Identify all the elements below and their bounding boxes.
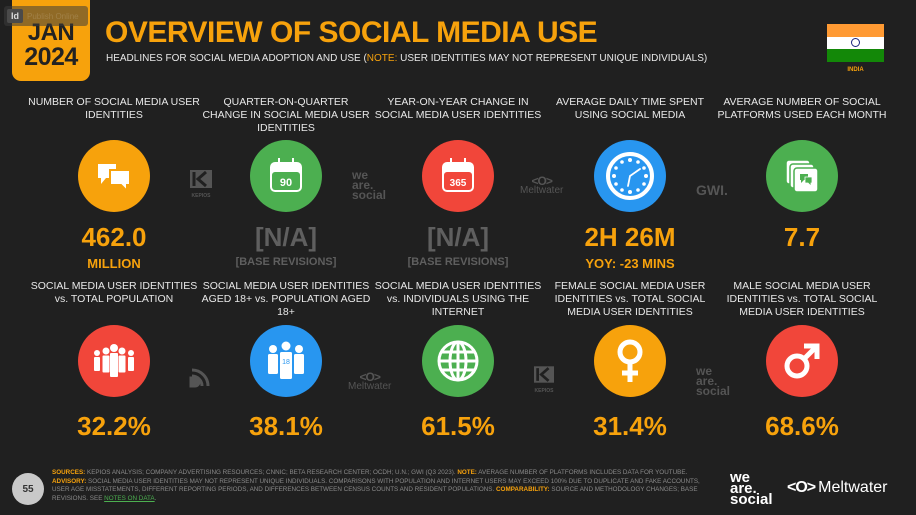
female-symbol-icon [594,325,666,397]
tile-label: SOCIAL MEDIA USER IDENTITIES vs. TOTAL P… [30,280,198,305]
page-title: OVERVIEW OF SOCIAL MEDIA USE [105,16,598,49]
india-flag-icon [827,24,884,62]
indesign-icon: Id [7,9,23,23]
tile-value: 31.4% [593,411,667,441]
country-label: INDIA [847,67,864,73]
tile-male-users: MALE SOCIAL MEDIA USER IDENTITIES vs. TO… [716,280,888,441]
male-symbol-icon [766,325,838,397]
tile-value: [N/A] [254,222,318,252]
meltwater-eye-icon: <O> [359,370,381,384]
tile-label: YEAR-ON-YEAR CHANGE IN SOCIAL MEDIA USER… [374,96,542,121]
tile-subvalue: MILLION [87,256,141,271]
subtitle-text-end: USER IDENTITIES MAY NOT REPRESENT UNIQUE… [397,53,708,64]
tile-value: 2H 26M [584,222,676,252]
tile-users-vs-internet: SOCIAL MEDIA USER IDENTITIES vs. INDIVID… [372,280,544,441]
svg-text:90: 90 [280,177,292,189]
we-are-social-logo: we are. social [352,168,387,202]
globe-icon [422,325,494,397]
publish-online-label: Publish Online [27,11,79,21]
tile-subvalue: [BASE REVISIONS] [235,256,337,268]
tile-value: 462.0 [81,222,147,252]
tile-label: QUARTER-ON-QUARTER CHANGE IN SOCIAL MEDI… [202,96,370,134]
people-18-icon: 18 [250,325,322,397]
subtitle-note-key: NOTE: [366,53,398,64]
tile-platforms-used: AVERAGE NUMBER OF SOCIAL PLATFORMS USED … [716,96,888,252]
sources-key: SOURCES: [52,469,86,476]
tile-label: AVERAGE NUMBER OF SOCIAL PLATFORMS USED … [717,96,887,121]
tile-subvalue: YOY: -23 MINS [585,256,675,271]
meltwater-logo: <O> Meltwater [520,174,564,196]
tile-value: [N/A] [426,222,490,252]
we-are-social-brand-logo: we are. social [730,469,773,508]
tile-female-users: FEMALE SOCIAL MEDIA USER IDENTITIES vs. … [544,280,716,441]
page-number: 55 [12,473,44,505]
clock-icon [594,140,666,212]
tile-label: FEMALE SOCIAL MEDIA USER IDENTITIES vs. … [554,280,706,318]
tile-label: SOCIAL MEDIA USER IDENTITIES AGED 18+ vs… [201,280,371,318]
meltwater-eye-icon: <O> [531,174,553,188]
notes-on-data-link[interactable]: NOTES ON DATA [104,494,155,502]
kepios-logo-icon: KEPIOS [190,170,212,199]
meltwater-eye-icon: <O> [787,479,816,496]
meltwater-logo: <O> Meltwater [348,370,392,392]
date-year: 2024 [24,43,78,71]
tile-daily-time: AVERAGE DAILY TIME SPENT USING SOCIAL ME… [544,96,716,271]
tile-qoq-change: QUARTER-ON-QUARTER CHANGE IN SOCIAL MEDI… [200,96,372,268]
datareportal-logo-icon [188,364,214,395]
page-subtitle: HEADLINES FOR SOCIAL MEDIA ADOPTION AND … [106,53,707,64]
advisory-key: ADVISORY: [52,477,87,485]
crowd-icon [78,325,150,397]
tile-value: 61.5% [421,411,495,441]
meltwater-brand-logo: <O> Meltwater [787,479,888,496]
tile-subvalue: [BASE REVISIONS] [407,256,509,268]
svg-text:365: 365 [450,178,467,189]
subtitle-text: HEADLINES FOR SOCIAL MEDIA ADOPTION AND … [106,53,367,64]
tile-value: 68.6% [765,411,839,441]
we-are-social-logo: we are. social [696,364,731,398]
tile-label: NUMBER OF SOCIAL MEDIA USER IDENTITIES [28,96,200,121]
comparability-key: COMPARABILITY: [496,486,550,494]
svg-text:18: 18 [282,359,290,366]
tile-adults-vs-adult-population: SOCIAL MEDIA USER IDENTITIES AGED 18+ vs… [200,280,372,441]
ashoka-chakra-icon [851,38,860,48]
note-key: NOTE: [457,469,477,476]
tile-users-vs-population: SOCIAL MEDIA USER IDENTITIES vs. TOTAL P… [28,280,200,441]
calendar-365-icon: 365 [422,140,494,212]
tile-value: 7.7 [783,222,821,252]
footer-notes: SOURCES: KEPIOS ANALYSIS; COMPANY ADVERT… [52,469,700,502]
gwi-logo: GWI. [696,182,728,198]
tile-social-media-users: NUMBER OF SOCIAL MEDIA USER IDENTITIES 4… [28,96,200,271]
tile-label: SOCIAL MEDIA USER IDENTITIES vs. INDIVID… [374,280,542,318]
tile-label: AVERAGE DAILY TIME SPENT USING SOCIAL ME… [555,96,704,121]
tile-value: 32.2% [77,411,151,441]
tile-label: MALE SOCIAL MEDIA USER IDENTITIES vs. TO… [726,280,878,318]
publish-online-overlay[interactable]: Id Publish Online [4,6,88,26]
calendar-90-icon: 90 [250,140,322,212]
tile-value: 38.1% [249,411,323,441]
kepios-logo-icon: KEPIOS [534,366,554,394]
chat-bubbles-icon [78,140,150,212]
stacked-cards-icon [766,140,838,212]
tile-yoy-change: YEAR-ON-YEAR CHANGE IN SOCIAL MEDIA USER… [372,96,544,268]
